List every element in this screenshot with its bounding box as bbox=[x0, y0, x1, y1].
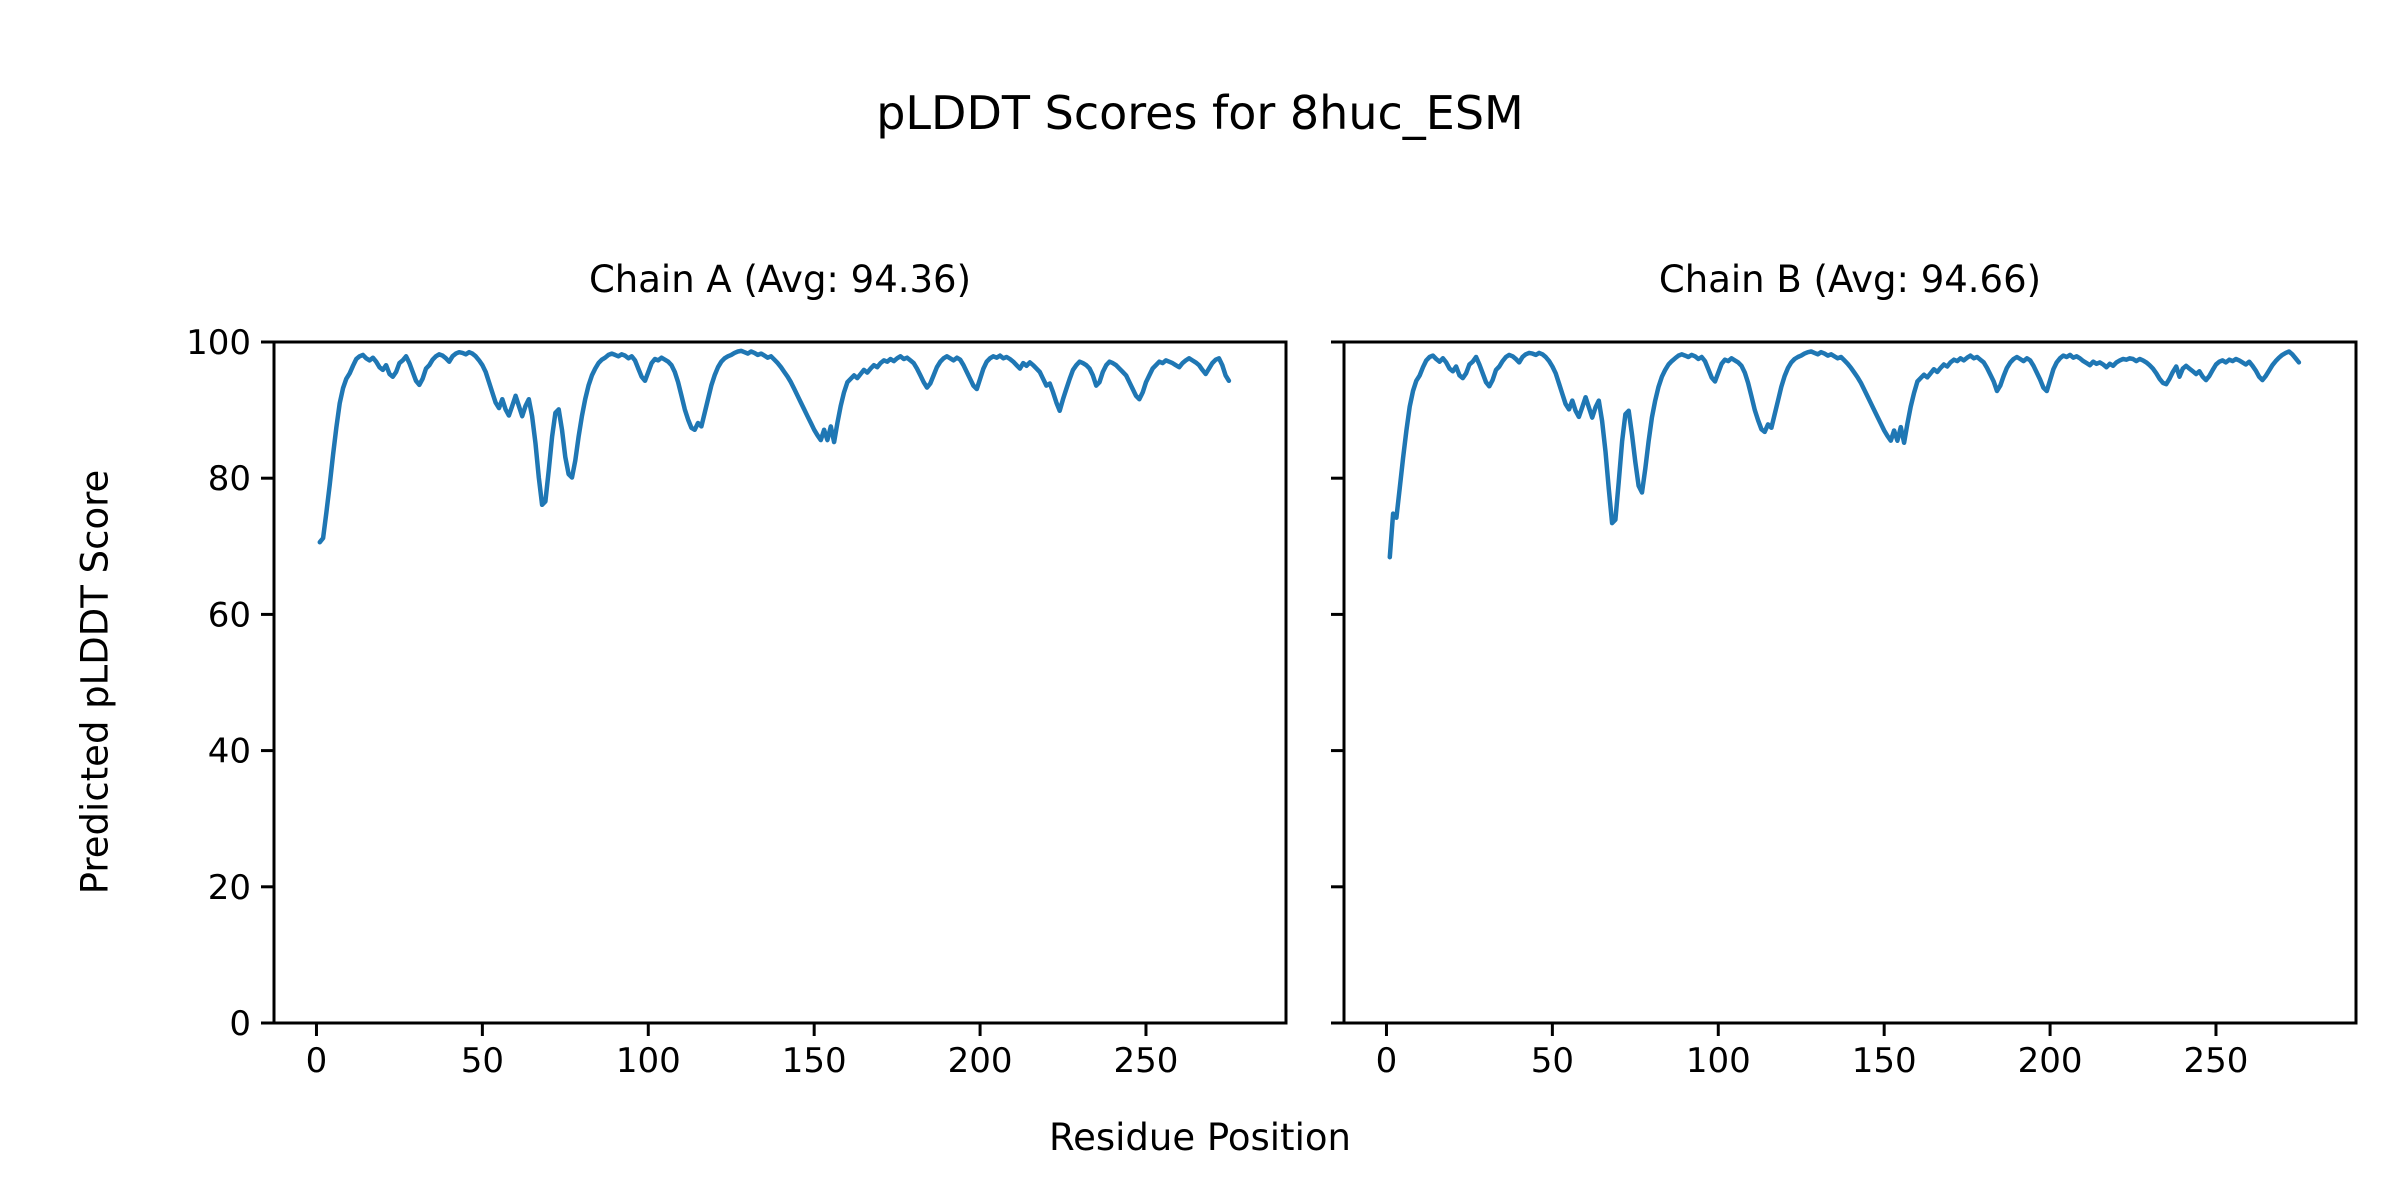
plddt-line bbox=[317, 348, 1232, 545]
chain-b-plot: 0 50 100 150 200 250 bbox=[1331, 340, 2358, 1081]
y-tick-label: 20 bbox=[208, 868, 251, 908]
subplot-title-chain-a: Chain A (Avg: 94.36) bbox=[588, 258, 972, 301]
subplot-title-chain-b: Chain B (Avg: 94.66) bbox=[1658, 258, 2042, 301]
x-tick-label: 150 bbox=[782, 1041, 847, 1081]
y-axis-label: Predicted pLDDT Score bbox=[73, 469, 117, 895]
x-tick-label: 100 bbox=[616, 1041, 681, 1081]
y-tick-label: 0 bbox=[229, 1004, 251, 1044]
x-axis-label: Residue Position bbox=[1049, 1116, 1351, 1159]
x-tick-label: 50 bbox=[461, 1041, 504, 1081]
x-tick-label: 150 bbox=[1852, 1041, 1917, 1081]
x-tick-label: 0 bbox=[306, 1041, 328, 1081]
plot-border bbox=[1342, 340, 2358, 1025]
figure-title: pLDDT Scores for 8huc_ESM bbox=[876, 86, 1524, 140]
x-tick-label: 200 bbox=[948, 1041, 1013, 1081]
x-tick-label: 0 bbox=[1376, 1041, 1398, 1081]
x-tick-label: 100 bbox=[1686, 1041, 1751, 1081]
x-tick-label: 250 bbox=[1114, 1041, 1179, 1081]
y-tick-label: 60 bbox=[208, 595, 251, 635]
x-tick-label: 50 bbox=[1531, 1041, 1574, 1081]
plot-border bbox=[272, 340, 1288, 1025]
y-tick-label: 100 bbox=[186, 323, 251, 363]
x-tick-label: 200 bbox=[2018, 1041, 2083, 1081]
chain-a-plot: 0 50 100 150 200 250 0 20 40 60 80 100 bbox=[186, 323, 1288, 1081]
x-tick-label: 250 bbox=[2184, 1041, 2249, 1081]
y-tick-label: 80 bbox=[208, 459, 251, 499]
plddt-line bbox=[1387, 349, 2302, 560]
y-tick-label: 40 bbox=[208, 732, 251, 772]
